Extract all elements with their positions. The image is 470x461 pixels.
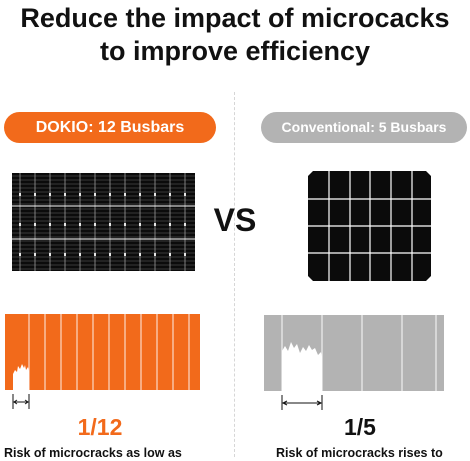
conventional-label-badge: Conventional: 5 Busbars <box>261 112 467 143</box>
dokio-microcrack-diagram <box>5 314 200 409</box>
conventional-risk-caption: Risk of microcracks rises to <box>276 446 443 460</box>
conventional-microcrack-illustration <box>264 315 464 420</box>
headline-line-1: Reduce the impact of microcacks <box>20 3 450 33</box>
conventional-microcrack-diagram <box>264 315 444 410</box>
dokio-cell-grid <box>12 173 195 271</box>
dokio-risk-fraction: 1/12 <box>77 414 123 440</box>
headline: Reduce the impact of microcacks to impro… <box>0 2 470 68</box>
dokio-label-badge: DOKIO: 12 Busbars <box>4 112 216 143</box>
conventional-risk-fraction: 1/5 <box>344 414 376 440</box>
versus-label: VS <box>213 202 257 238</box>
dokio-risk-caption: Risk of microcracks as low as <box>4 446 182 460</box>
dokio-solar-cell-illustration <box>12 173 195 271</box>
center-divider <box>234 92 235 457</box>
headline-line-2: to improve efficiency <box>99 36 371 66</box>
dokio-microcrack-illustration <box>5 314 205 419</box>
conventional-cell-grid <box>308 171 431 281</box>
conventional-solar-cell-illustration <box>308 171 431 281</box>
